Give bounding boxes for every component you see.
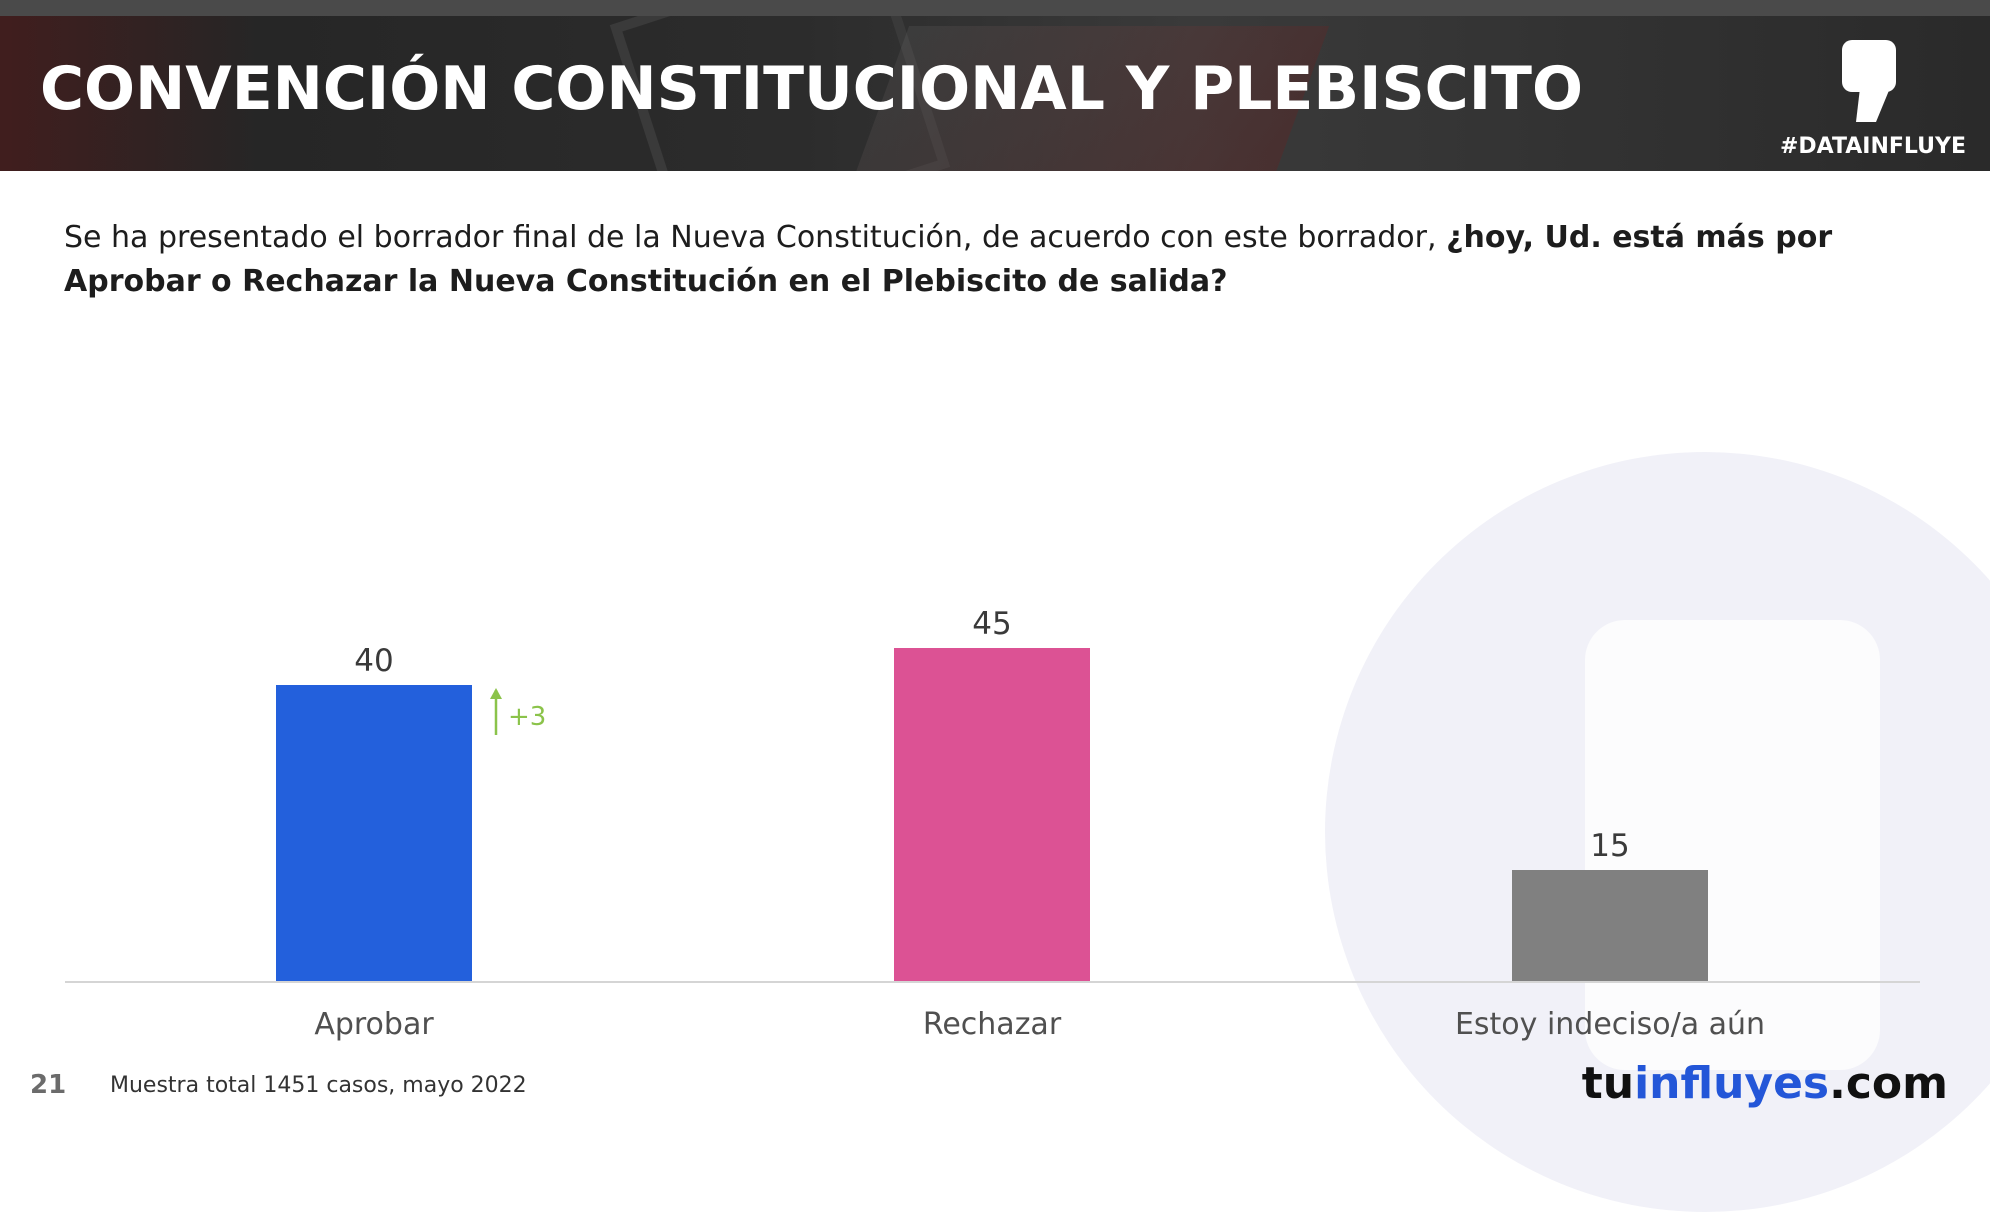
background-watermark-shape (1585, 620, 1880, 1070)
question-text-plain: Se ha presentado el borrador final de la… (64, 220, 1447, 255)
data-label-1: 45 (972, 606, 1011, 642)
bar-2 (1512, 870, 1708, 981)
brand-logo-part-tu: tu (1581, 1058, 1635, 1109)
brand-logo-part-com: .com (1829, 1058, 1948, 1109)
window-top-strip (0, 0, 1990, 16)
bar-chart: 40 Aprobar 45 Rechazar 15 Estoy indeciso/a aú… (65, 606, 1920, 1042)
slide-header: CONVENCIÓN CONSTITUCIONAL Y PLEBISCITO #… (0, 16, 1990, 171)
delta-arrow-icon (490, 688, 502, 699)
question-text-bold: ¿hoy, Ud. está más por Aprobar o Rechaza… (64, 220, 1833, 299)
brand-logo: tuinfluyes.com (1582, 1058, 1948, 1109)
category-label-0: Aprobar (314, 1007, 434, 1042)
sample-footnote: Muestra total 1451 casos, mayo 2022 (110, 1073, 527, 1098)
data-label-0: 40 (354, 643, 393, 679)
header-background-decoration (0, 16, 260, 171)
delta-label-0: +3 (508, 702, 546, 732)
category-label-1: Rechazar (923, 1007, 1062, 1042)
category-label-2: Estoy indeciso/a aún (1455, 1007, 1765, 1042)
data-label-2: 15 (1590, 828, 1629, 864)
bar-1 (894, 648, 1090, 981)
slide-title: CONVENCIÓN CONSTITUCIONAL Y PLEBISCITO (40, 54, 1583, 124)
hashtag-label: #DATAINFLUYE (1779, 134, 1966, 159)
survey-question: Se ha presentado el borrador final de la… (64, 216, 1924, 304)
bar-0 (276, 685, 472, 981)
brand-logo-part-influyes: influyes (1634, 1058, 1830, 1109)
page-number: 21 (30, 1070, 67, 1100)
comma-logo-icon (1842, 40, 1896, 122)
